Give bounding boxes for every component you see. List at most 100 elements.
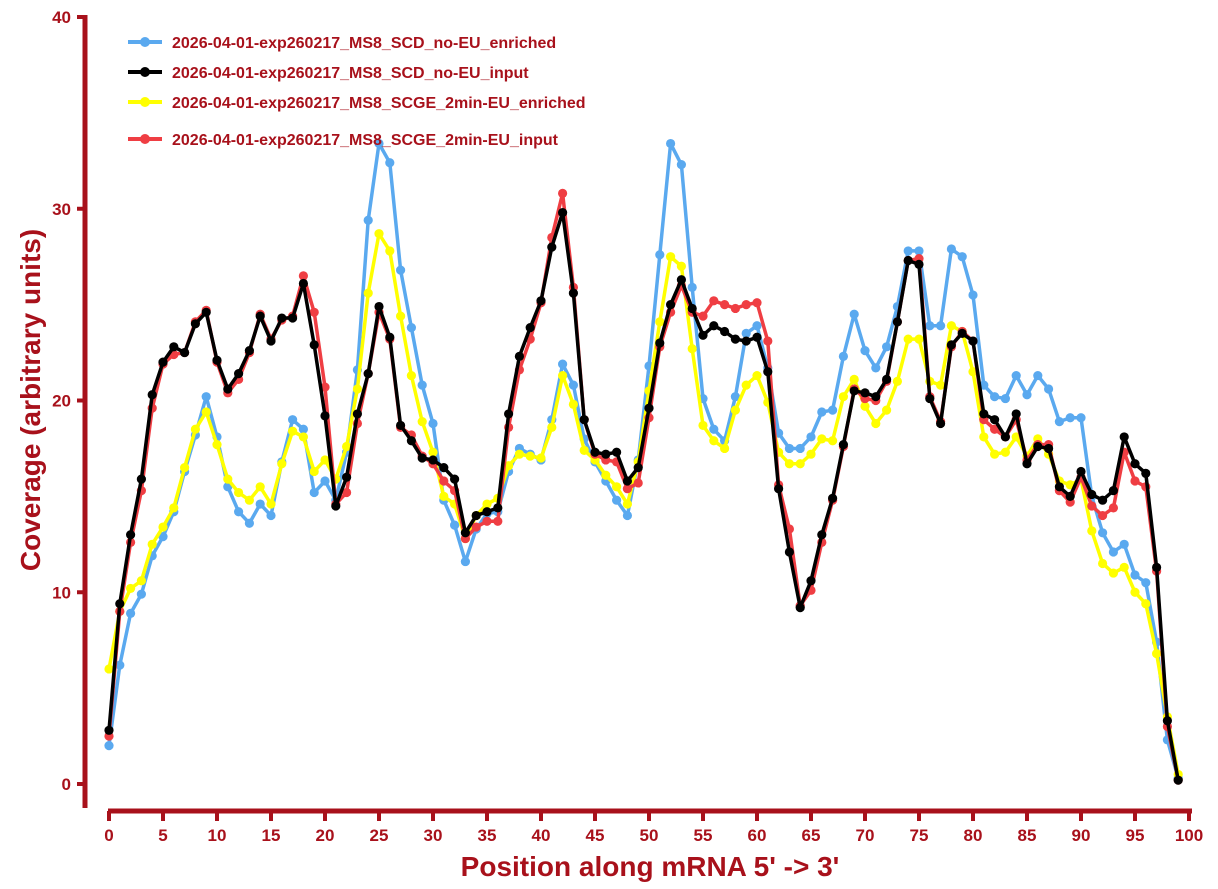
data-point: [428, 455, 438, 465]
data-point: [925, 393, 935, 404]
x-axis-title: Position along mRNA 5' -> 3': [461, 851, 840, 882]
data-point: [1108, 547, 1118, 557]
data-point: [709, 436, 719, 446]
data-point: [201, 392, 211, 402]
data-point: [1130, 459, 1140, 469]
data-point: [180, 463, 190, 473]
data-point: [903, 255, 913, 266]
data-point: [1033, 370, 1043, 381]
data-point: [201, 407, 211, 417]
data-point: [126, 583, 136, 594]
data-point: [536, 296, 546, 306]
data-point: [1141, 578, 1151, 588]
data-point: [396, 265, 406, 275]
data-point: [234, 369, 244, 379]
data-point: [190, 319, 200, 329]
data-point: [352, 384, 362, 394]
data-point: [936, 321, 946, 331]
legend-item: 2026-04-01-exp260217_MS8_SCD_no-EU_input: [128, 65, 529, 82]
data-point: [1098, 495, 1108, 505]
x-tick-label: 75: [910, 826, 929, 845]
series-4: [104, 188, 1183, 785]
data-point: [763, 336, 773, 346]
x-ticks: 0 5 10 15 20 25 30 35 40 45 50 55 60 65 70 75 80 85 90 95 10…: [104, 811, 1203, 845]
data-point: [212, 355, 222, 365]
data-point: [1130, 476, 1140, 486]
data-point: [655, 250, 665, 260]
data-point: [990, 424, 1000, 434]
legend-label: 2026-04-01-exp260217_MS8_SCGE_2min-EU_in…: [172, 132, 559, 149]
x-tick-label: 45: [586, 826, 605, 845]
data-point: [687, 344, 697, 354]
data-point: [1119, 432, 1129, 442]
data-point: [136, 589, 146, 599]
data-point: [169, 342, 179, 352]
data-point: [298, 278, 308, 289]
data-point: [849, 309, 859, 319]
data-point: [115, 599, 125, 609]
data-point: [255, 311, 265, 321]
data-point: [266, 510, 276, 521]
data-point: [1119, 562, 1129, 572]
data-point: [471, 510, 481, 521]
data-point: [838, 392, 849, 402]
y-tick-label: 20: [52, 392, 71, 411]
data-point: [828, 436, 838, 446]
x-tick-label: 55: [694, 826, 713, 845]
x-tick-label: 85: [1018, 826, 1037, 845]
data-point: [450, 474, 460, 484]
legend-item: 2026-04-01-exp260217_MS8_SCGE_2min-EU_in…: [128, 132, 559, 149]
y-ticks: 0 10 20 30 40: [52, 8, 85, 794]
x-tick-label: 70: [856, 826, 875, 845]
data-point: [320, 411, 330, 421]
data-point: [1011, 370, 1021, 381]
data-point: [396, 420, 406, 431]
data-point: [784, 547, 795, 557]
data-point: [288, 415, 298, 425]
data-point: [936, 418, 946, 429]
data-point: [817, 434, 827, 444]
data-point: [774, 484, 784, 494]
data-point: [925, 321, 935, 331]
data-point: [568, 380, 579, 390]
data-point: [914, 246, 924, 256]
data-point: [968, 290, 978, 300]
series-3: [104, 229, 1183, 780]
x-tick-label: 35: [478, 826, 497, 845]
data-point: [730, 392, 741, 402]
data-point: [525, 323, 535, 333]
x-tick-label: 95: [1126, 826, 1145, 845]
data-point: [417, 453, 427, 463]
data-point: [1065, 491, 1075, 501]
data-point: [309, 487, 319, 498]
data-point: [666, 252, 676, 262]
x-tick-label: 5: [158, 826, 167, 845]
data-point: [687, 303, 697, 314]
data-point: [1033, 441, 1043, 452]
data-point: [385, 158, 395, 168]
data-point: [493, 503, 503, 513]
data-point: [439, 463, 449, 473]
data-point: [1098, 558, 1108, 569]
data-point: [298, 271, 308, 281]
data-point: [126, 530, 136, 540]
data-point: [1152, 649, 1162, 659]
data-point: [1098, 528, 1108, 538]
data-point: [223, 474, 233, 484]
data-point: [1087, 501, 1097, 511]
axes: 0 10 20 30 40 0 5 10 15 20 25 30 35 40 45 50 55 60 65 70 75…: [52, 8, 1203, 845]
data-point: [147, 390, 157, 400]
x-tick-label: 10: [208, 826, 227, 845]
data-point: [568, 288, 579, 298]
data-point: [612, 482, 622, 492]
data-point: [558, 359, 568, 369]
data-point: [806, 432, 816, 442]
data-point: [730, 303, 741, 314]
data-point: [514, 351, 525, 361]
data-point: [1119, 539, 1129, 549]
data-point: [428, 418, 438, 429]
data-point: [698, 311, 708, 321]
data-point: [126, 608, 136, 618]
data-point: [363, 288, 373, 298]
data-point: [298, 432, 308, 442]
